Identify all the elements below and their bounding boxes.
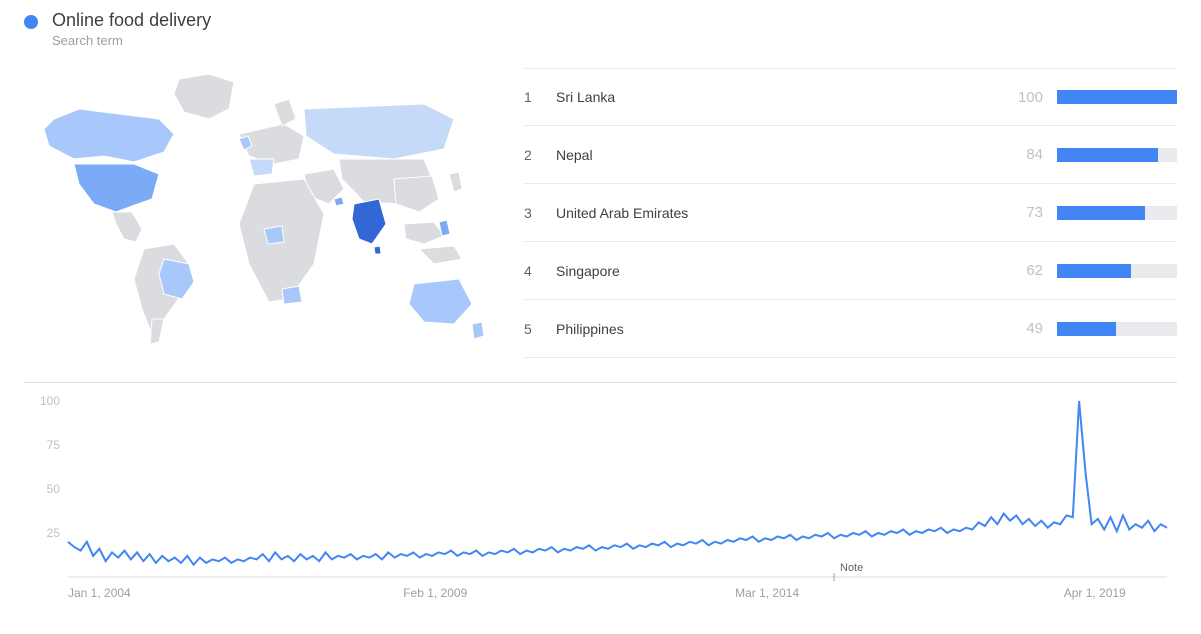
map-canada (44, 109, 174, 162)
rank-row[interactable]: 4Singapore62 (524, 242, 1177, 300)
page-title: Online food delivery (52, 10, 211, 31)
map-south-africa (282, 286, 302, 304)
rank-country: Singapore (556, 263, 999, 279)
y-tick-label: 50 (47, 482, 61, 496)
rank-bar-track (1057, 264, 1177, 278)
world-map-svg (24, 64, 484, 354)
rank-country: Nepal (556, 147, 999, 163)
x-tick-label: Mar 1, 2014 (735, 586, 799, 600)
map-indonesia (419, 246, 462, 264)
rank-bar-fill (1057, 148, 1158, 162)
rank-bar-track (1057, 148, 1177, 162)
y-tick-label: 75 (47, 438, 61, 452)
map-argentina (150, 319, 164, 344)
map-greenland (174, 74, 234, 119)
map-mexico (112, 212, 142, 242)
map-uae (334, 197, 344, 206)
timeseries-line (68, 401, 1167, 565)
rank-row[interactable]: 1Sri Lanka100 (524, 68, 1177, 126)
map-japan (449, 172, 462, 192)
map-nigeria (264, 226, 284, 244)
page-subtitle: Search term (52, 33, 211, 48)
rank-value: 49 (999, 320, 1043, 337)
topic-dot-icon (24, 15, 38, 29)
rank-bar-track (1057, 90, 1177, 104)
map-usa (74, 164, 159, 212)
rank-row[interactable]: 3United Arab Emirates73 (524, 184, 1177, 242)
rank-value: 62 (999, 262, 1043, 279)
map-russia (304, 104, 454, 159)
map-scandinavia (274, 99, 296, 126)
rank-value: 84 (999, 146, 1043, 163)
map-sri-lanka (374, 246, 381, 254)
map-nz (472, 322, 484, 339)
map-china (394, 176, 439, 212)
rank-country: Sri Lanka (556, 89, 999, 105)
title-block: Online food delivery Search term (52, 10, 211, 48)
header: Online food delivery Search term (0, 0, 1201, 58)
rank-number: 2 (524, 147, 556, 163)
y-tick-label: 100 (40, 395, 60, 408)
map-australia (409, 279, 472, 324)
world-map[interactable] (24, 64, 484, 358)
top-row: 1Sri Lanka1002Nepal843United Arab Emirat… (0, 64, 1201, 358)
rank-value: 100 (999, 89, 1043, 106)
rank-bar-fill (1057, 90, 1177, 104)
rank-bar-fill (1057, 322, 1116, 336)
rank-value: 73 (999, 204, 1043, 221)
map-west-eu (249, 159, 274, 176)
rank-number: 5 (524, 321, 556, 337)
x-tick-label: Feb 1, 2009 (403, 586, 467, 600)
rank-bar-fill (1057, 206, 1145, 220)
timeseries-svg: 25 50 75 100 Note Jan 1, 2004 Feb 1, 2009 Mar 1… (24, 395, 1177, 605)
timeseries-chart[interactable]: 25 50 75 100 Note Jan 1, 2004 Feb 1, 2009 Mar 1… (24, 382, 1177, 605)
rank-number: 3 (524, 205, 556, 221)
rank-country: United Arab Emirates (556, 205, 999, 221)
y-tick-label: 25 (47, 526, 61, 540)
map-se-asia (404, 222, 444, 244)
rank-row[interactable]: 2Nepal84 (524, 126, 1177, 184)
rank-bar-fill (1057, 264, 1131, 278)
rank-bar-track (1057, 206, 1177, 220)
rank-country: Philippines (556, 321, 999, 337)
ranking-list: 1Sri Lanka1002Nepal843United Arab Emirat… (524, 64, 1177, 358)
rank-number: 4 (524, 263, 556, 279)
rank-number: 1 (524, 89, 556, 105)
note-label: Note (840, 562, 863, 574)
rank-row[interactable]: 5Philippines49 (524, 300, 1177, 358)
map-india (352, 199, 386, 244)
x-tick-label: Apr 1, 2019 (1064, 586, 1126, 600)
rank-bar-track (1057, 322, 1177, 336)
map-brazil (159, 259, 194, 299)
x-tick-label: Jan 1, 2004 (68, 586, 131, 600)
